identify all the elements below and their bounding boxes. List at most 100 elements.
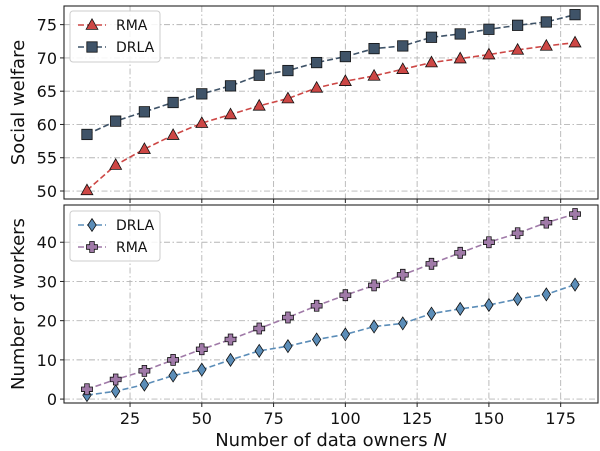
rma-p0-point-7 xyxy=(281,91,295,104)
drla-p1-point-1 xyxy=(110,384,121,399)
rma-p1-point-14 xyxy=(483,236,495,249)
legend-drla-label: DRLA xyxy=(116,218,155,234)
drla-p0-point-14 xyxy=(483,23,495,35)
drla-p0-point-12 xyxy=(425,31,438,43)
drla-p1-point-13 xyxy=(455,301,465,317)
rma-p1-point-17 xyxy=(569,208,581,220)
legend-drla-point-0 xyxy=(86,41,98,53)
legend-rma-label: RMA xyxy=(116,240,148,256)
drla-p0-point-6 xyxy=(253,69,265,81)
rma-p0-point-17 xyxy=(568,35,582,48)
rma-p0-point-13 xyxy=(453,51,467,64)
axes-frame xyxy=(63,5,599,200)
drla-p1-series-line xyxy=(86,283,576,396)
drla-p0-point-17 xyxy=(569,9,581,21)
legend-drla-point-0 xyxy=(87,217,97,233)
drla-p0-point-16 xyxy=(540,16,552,28)
rma-p0-point-11 xyxy=(396,62,410,74)
rma-p0-point-10 xyxy=(367,68,381,81)
drla-p0-point-11 xyxy=(397,40,409,52)
y-tick-label-0: 0 xyxy=(47,390,57,409)
rma-p0-point-14 xyxy=(482,47,496,60)
rma-p1-point-0 xyxy=(81,383,93,396)
social-welfare-panel: 50 55 60 65 70 75 Social welfare RMA DRLA xyxy=(8,5,599,203)
drla-p1-point-6 xyxy=(254,343,264,358)
drla-p1-point-7 xyxy=(283,339,293,354)
drla-p1-point-15 xyxy=(512,291,523,307)
legend-rma-point-0 xyxy=(85,17,99,30)
y-tick-label-1: 55 xyxy=(37,149,57,168)
x-axis-label: Number of data owners N xyxy=(215,430,447,451)
drla-p1-point-3 xyxy=(168,368,178,383)
x-tick-label-4: 125 xyxy=(402,409,433,428)
drla-p0-point-7 xyxy=(282,64,294,77)
x-tick-label-2: 75 xyxy=(263,409,283,428)
drla-p1-point-16 xyxy=(541,287,552,302)
rma-p1-point-4 xyxy=(195,343,208,356)
rma-p1-point-6 xyxy=(253,322,266,335)
drla-p0-point-15 xyxy=(512,19,524,31)
x-tick-label-1: 50 xyxy=(192,409,212,428)
y-axis-label: Number of workers xyxy=(8,218,29,390)
rma-p1-point-12 xyxy=(425,257,438,270)
rma-p0-point-2 xyxy=(137,142,151,154)
drla-p0-point-9 xyxy=(339,50,351,63)
y-axis-label: Social welfare xyxy=(8,40,29,165)
rma-p0-point-15 xyxy=(511,42,525,55)
rma-p1-point-9 xyxy=(339,289,352,302)
rma-p1-point-2 xyxy=(138,364,151,377)
drla-p0-point-3 xyxy=(167,96,179,109)
rma-p0-point-1 xyxy=(109,158,123,170)
y-tick-label-1: 10 xyxy=(37,351,57,370)
rma-p1-point-7 xyxy=(282,311,294,324)
drla-p0-point-10 xyxy=(368,42,380,55)
rma-p0-point-0 xyxy=(80,183,94,196)
rma-p0-point-12 xyxy=(424,55,439,68)
x-axis-label-text: Number of data owners xyxy=(215,430,433,451)
rma-p0-point-8 xyxy=(310,80,324,93)
drla-p0-point-1 xyxy=(110,115,122,127)
drla-p0-point-0 xyxy=(81,128,93,141)
drla-p1-point-14 xyxy=(484,297,494,313)
rma-p0-point-16 xyxy=(539,38,553,51)
rma-p1-point-1 xyxy=(109,373,122,386)
x-tick-label-5: 150 xyxy=(474,409,505,428)
rma-p0-point-3 xyxy=(166,128,180,140)
drla-p1-point-9 xyxy=(340,327,351,342)
rma-p0-series-line xyxy=(86,41,576,191)
y-tick-label-3: 30 xyxy=(37,272,57,291)
rma-p1-point-3 xyxy=(167,353,179,366)
drla-p0-point-8 xyxy=(311,56,323,69)
x-axis-label-variable: N xyxy=(433,430,446,451)
drla-p1-point-17 xyxy=(570,277,580,292)
axes-frame xyxy=(63,204,599,404)
drla-p1-point-5 xyxy=(225,352,236,368)
rma-p1-point-5 xyxy=(224,333,237,346)
legend-drla-label: DRLA xyxy=(116,40,155,56)
drla-p1-point-11 xyxy=(398,316,408,331)
y-tick-label-2: 60 xyxy=(37,115,57,134)
y-tick-label-2: 20 xyxy=(37,312,57,331)
rma-p1-point-8 xyxy=(310,299,323,312)
y-tick-label-4: 70 xyxy=(37,49,57,68)
rma-p1-point-11 xyxy=(396,268,409,281)
drla-p0-point-5 xyxy=(224,80,237,92)
rma-p0-point-4 xyxy=(195,116,209,128)
drla-p1-point-12 xyxy=(426,306,437,321)
rma-p1-point-10 xyxy=(368,279,380,292)
legend-rma-label: RMA xyxy=(116,18,148,34)
drla-p1-point-2 xyxy=(139,377,150,392)
rma-p0-point-5 xyxy=(223,107,238,120)
y-tick-label-3: 65 xyxy=(37,82,57,101)
rma-p1-point-16 xyxy=(540,216,553,229)
legend: RMA DRLA xyxy=(69,10,161,63)
rma-p0-point-6 xyxy=(252,98,266,111)
workers-panel: 25 50 75 100 125 150 175 0 10 20 30 40 Number of wor… xyxy=(8,204,599,451)
rma-p0-point-9 xyxy=(338,74,352,86)
x-tick-label-0: 25 xyxy=(120,409,140,428)
x-tick-label-3: 100 xyxy=(330,409,361,428)
legend-rma-point-0 xyxy=(86,241,98,253)
y-tick-label-4: 40 xyxy=(37,233,57,252)
x-tick-label-6: 175 xyxy=(545,409,576,428)
